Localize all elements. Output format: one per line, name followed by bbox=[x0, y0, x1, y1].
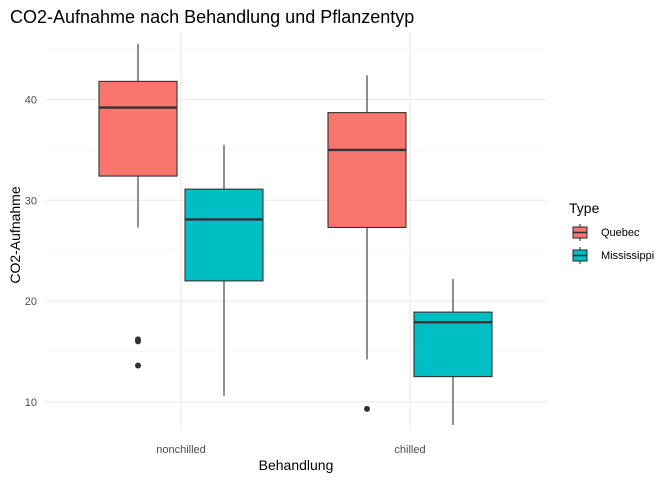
outlier-point bbox=[364, 405, 370, 412]
y-tick-label: 20 bbox=[25, 296, 37, 308]
chart-title: CO2-Aufnahme nach Behandlung und Pflanze… bbox=[10, 7, 414, 27]
x-axis-title: Behandlung bbox=[259, 457, 334, 473]
box-iqr bbox=[327, 112, 407, 229]
y-tick-label: 10 bbox=[25, 397, 37, 409]
legend-title: Type bbox=[569, 200, 600, 216]
box-quebec-nonchilled bbox=[98, 44, 178, 369]
legend-label: Mississippi bbox=[601, 250, 654, 262]
outlier-point bbox=[135, 362, 141, 369]
y-tick-label: 30 bbox=[25, 195, 37, 207]
y-tick-label: 40 bbox=[25, 95, 37, 107]
x-tick-label: nonchilled bbox=[156, 444, 206, 456]
outlier-point bbox=[135, 336, 141, 343]
y-axis-title: CO2-Aufnahme bbox=[7, 186, 23, 283]
legend-key-quebec bbox=[572, 224, 588, 241]
box-mississippi-nonchilled bbox=[184, 144, 264, 396]
legend: Type Quebec Mississippi bbox=[569, 200, 654, 264]
box-iqr bbox=[98, 80, 178, 177]
box-quebec-chilled bbox=[327, 75, 407, 412]
boxes-layer bbox=[98, 44, 493, 425]
box-iqr bbox=[184, 188, 264, 282]
box-mississippi-chilled bbox=[413, 278, 493, 425]
x-tick-label: chilled bbox=[394, 444, 425, 456]
x-axis-ticks: nonchilled chilled bbox=[156, 444, 425, 456]
legend-key-mississippi bbox=[572, 247, 588, 264]
legend-label: Quebec bbox=[601, 227, 640, 239]
y-axis-ticks: 10 20 30 40 bbox=[25, 95, 37, 409]
